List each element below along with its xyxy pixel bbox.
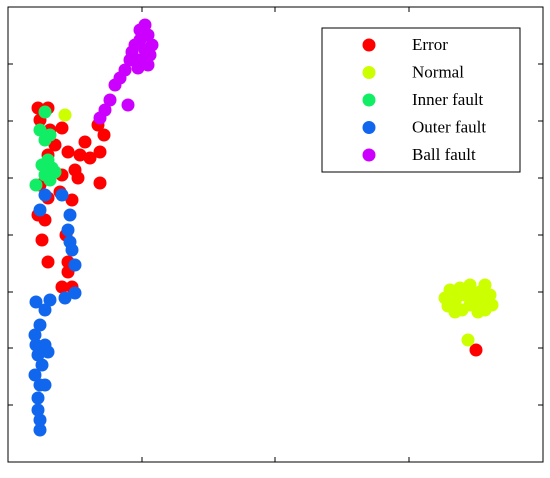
point (68, 286, 82, 300)
point (38, 303, 52, 317)
point (38, 213, 52, 227)
point (31, 348, 45, 362)
legend-label: Normal (412, 62, 464, 81)
point (38, 378, 52, 392)
point (141, 58, 155, 72)
point (55, 188, 69, 202)
point (38, 105, 52, 119)
point (35, 158, 49, 172)
point (451, 289, 465, 303)
point (28, 368, 42, 382)
point (93, 111, 107, 125)
point (33, 203, 47, 217)
point (61, 223, 75, 237)
point (131, 61, 145, 75)
point (83, 151, 97, 165)
point (145, 38, 159, 52)
point (441, 299, 455, 313)
point (478, 278, 492, 292)
point (38, 188, 52, 202)
point (71, 171, 85, 185)
point (461, 333, 475, 347)
point (29, 295, 43, 309)
legend-marker (362, 38, 376, 52)
point (48, 138, 62, 152)
point (133, 23, 147, 37)
point (475, 293, 489, 307)
point (97, 128, 111, 142)
point (29, 338, 43, 352)
legend-marker (362, 66, 376, 79)
legend-marker (362, 148, 376, 162)
legend-marker (362, 121, 376, 134)
point (35, 358, 49, 372)
legend-label: Error (412, 35, 448, 54)
point (93, 176, 107, 190)
point (108, 78, 122, 92)
point (43, 173, 57, 187)
point (43, 128, 57, 142)
point (28, 328, 42, 342)
point (31, 391, 45, 405)
point (33, 123, 47, 137)
point (55, 121, 69, 135)
legend-label: Inner fault (412, 90, 484, 109)
point (33, 413, 47, 427)
point (41, 345, 55, 359)
point (121, 98, 135, 112)
point (93, 145, 107, 159)
point (68, 258, 82, 272)
point (63, 208, 77, 222)
point (61, 145, 75, 159)
point (55, 280, 69, 294)
point (58, 291, 72, 305)
legend-label: Ball fault (412, 145, 476, 164)
point (33, 318, 47, 332)
legend-marker (362, 93, 376, 107)
point (65, 243, 79, 257)
point (78, 135, 92, 149)
point (35, 233, 49, 247)
point (31, 403, 45, 417)
point (41, 255, 55, 269)
point (43, 293, 57, 307)
point (103, 93, 117, 107)
point (73, 148, 87, 162)
point (65, 193, 79, 207)
legend-box (321, 27, 521, 173)
legend-label: Outer fault (412, 117, 486, 136)
point (29, 178, 43, 192)
point (143, 48, 157, 62)
point (465, 287, 479, 301)
point (469, 343, 483, 357)
point (33, 423, 47, 437)
point (125, 45, 139, 59)
point (58, 108, 72, 122)
